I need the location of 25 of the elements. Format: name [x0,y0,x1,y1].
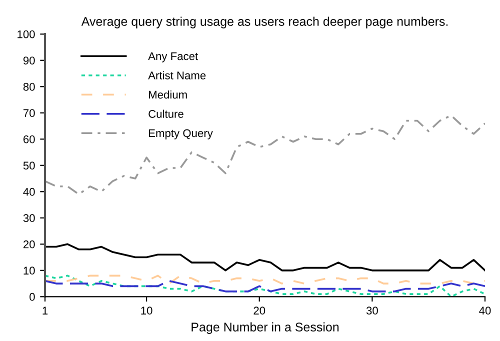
legend-label: Artist Name [148,71,206,80]
chart-title: Average query string usage as users reach deeper page numbers. [81,16,448,28]
x-tick-label: 20 [254,306,266,315]
y-tick-label: 100 [18,30,35,38]
y-tick-label: 50 [23,162,35,170]
y-tick-label: 40 [23,188,35,196]
x-axis-title: Page Number in a Session [192,322,339,334]
legend-label: Any Facet [148,52,198,62]
y-tick-label: 80 [23,82,35,91]
y-tick-label: 20 [23,240,35,248]
y-tick-label: 0 [30,292,35,301]
y-tick-label: 10 [24,266,35,275]
y-tick-label: 30 [23,214,35,222]
y-tick-label: 90 [23,56,35,64]
line-series [45,274,485,284]
x-tick-label: 30 [366,306,378,315]
line-series [45,280,485,292]
legend-label: Medium [148,90,187,99]
x-tick-label: 1 [42,306,48,314]
x-tick-label: 10 [141,306,152,315]
y-tick-label: 70 [23,109,35,118]
legend-label: Culture [148,110,184,118]
x-tick-label: 40 [479,306,491,315]
legend-label: Empty Query [148,129,213,140]
y-tick-label: 60 [23,135,35,144]
